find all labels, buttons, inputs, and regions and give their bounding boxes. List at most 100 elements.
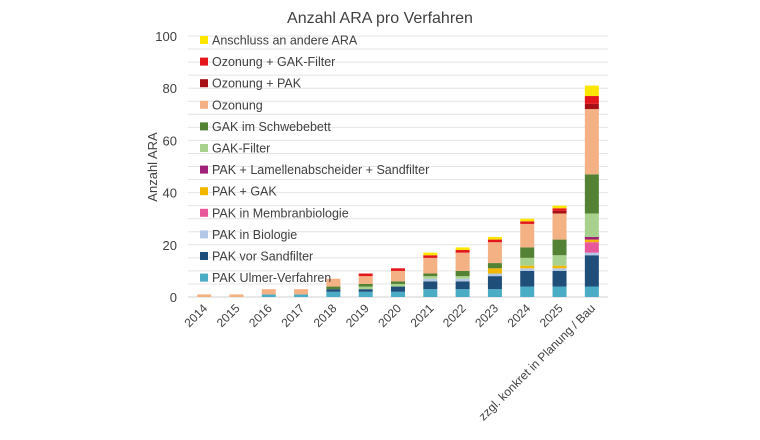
legend-swatch xyxy=(200,144,208,152)
bar-segment xyxy=(552,208,567,211)
bar-segment xyxy=(423,257,438,274)
bar-segment xyxy=(487,263,502,269)
bar-segment xyxy=(391,281,405,284)
legend-label: Ozonung + PAK xyxy=(212,77,302,91)
bar-segment xyxy=(455,278,470,282)
legend-swatch xyxy=(200,57,208,66)
bar-segment xyxy=(520,218,535,222)
bar-segment xyxy=(455,270,470,277)
bar-segment xyxy=(326,286,341,290)
bar-segment xyxy=(391,283,405,287)
bar-segment xyxy=(520,257,535,266)
bar-segment xyxy=(584,236,599,240)
bar-segment xyxy=(552,265,567,269)
bar-segment xyxy=(520,265,535,269)
bar-segment xyxy=(520,247,535,258)
bar-segment xyxy=(358,276,373,284)
bar-segment xyxy=(552,239,567,256)
bar-segment xyxy=(584,255,599,287)
bar-segment xyxy=(520,223,535,248)
legend-swatch xyxy=(200,79,208,88)
bar-segment xyxy=(294,294,309,297)
bar-segment xyxy=(455,252,470,271)
bar-segment xyxy=(229,294,244,297)
x-tick-label: 2024 xyxy=(505,301,534,330)
bar-segment xyxy=(552,255,567,266)
bar-segment xyxy=(487,242,502,264)
bar-segment xyxy=(358,291,373,297)
bar-segment xyxy=(423,278,438,282)
bar-segment xyxy=(584,286,599,297)
bar-segment xyxy=(520,268,535,271)
legend-swatch xyxy=(200,100,208,109)
gridlines xyxy=(188,35,608,298)
bar-segment xyxy=(487,239,502,243)
bar-segment xyxy=(455,247,470,251)
bar-segment xyxy=(520,221,535,224)
bar-segment xyxy=(326,278,341,287)
bar-segment xyxy=(423,289,438,297)
x-tick-label: 2017 xyxy=(278,301,307,330)
y-tick-label: 100 xyxy=(155,29,177,44)
legend-label: Ozonung + GAK-Filter xyxy=(212,55,335,69)
bar-segment xyxy=(294,289,309,295)
legend-label: PAK + GAK xyxy=(212,185,277,199)
legend-label: PAK + Lamellenabscheider + Sandfilter xyxy=(212,163,429,177)
bar-segment xyxy=(391,291,405,297)
y-axis-label: Anzahl ARA xyxy=(145,132,160,202)
x-tick-label: 2018 xyxy=(311,301,340,330)
bar-segment xyxy=(391,268,405,271)
x-tick-label: 2025 xyxy=(537,301,566,330)
bar-segment xyxy=(423,255,438,258)
bar-segment xyxy=(552,270,567,287)
bar-segment xyxy=(487,236,502,240)
bar-segment xyxy=(455,250,470,253)
chart-title: Anzahl ARA pro Verfahren xyxy=(287,10,473,27)
legend-swatch xyxy=(200,165,208,174)
bar-segment xyxy=(520,270,535,287)
bar-segment xyxy=(487,273,502,277)
x-tick-label: 2020 xyxy=(375,301,404,330)
bar-segment xyxy=(423,276,438,279)
bar-segment xyxy=(584,242,599,253)
bar-segment xyxy=(455,276,470,279)
bar-segment xyxy=(358,283,373,287)
bar-segment xyxy=(487,276,502,290)
legend-label: GAK im Schwebebett xyxy=(212,120,331,134)
y-tick-label: 60 xyxy=(163,133,177,148)
legend-label: PAK Ulmer-Verfahren xyxy=(212,271,331,285)
bar-segment xyxy=(552,268,567,271)
x-tick-label: 2019 xyxy=(343,301,372,330)
legend-label: Ozonung xyxy=(212,98,263,112)
bar-segment xyxy=(584,239,599,243)
bar-segment xyxy=(487,268,502,274)
legend-label: Anschluss an andere ARA xyxy=(212,34,358,48)
bar-segment xyxy=(584,213,599,237)
legend-swatch xyxy=(200,208,208,217)
legend-swatch xyxy=(200,230,208,239)
legend-label: PAK in Biologie xyxy=(212,228,297,242)
bar-segment xyxy=(584,174,599,214)
y-ticks: 0 20 40 60 80 100 xyxy=(155,29,177,305)
bar-segment xyxy=(358,286,373,290)
bar-segment xyxy=(584,85,599,97)
bar-segment xyxy=(584,96,599,104)
bar-segment xyxy=(423,273,438,277)
legend: Anschluss an andere ARA Ozonung + GAK-Fil… xyxy=(200,34,429,285)
x-tick-label: 2015 xyxy=(214,301,243,330)
bar-segment xyxy=(358,273,373,277)
bars xyxy=(197,85,599,297)
bar-segment xyxy=(423,252,438,256)
bar-segment xyxy=(197,294,212,297)
y-tick-label: 80 xyxy=(163,81,177,96)
bar-segment xyxy=(487,289,502,297)
y-tick-label: 20 xyxy=(163,238,177,253)
x-tick-labels: 2014 2015 2016 2017 2018 2019 2020 2021 2022 2023… xyxy=(181,301,597,423)
bar-segment xyxy=(391,286,405,292)
bar-segment xyxy=(584,109,599,175)
bar-segment xyxy=(455,289,470,297)
bar-segment xyxy=(358,289,373,292)
bar-segment xyxy=(423,281,438,290)
